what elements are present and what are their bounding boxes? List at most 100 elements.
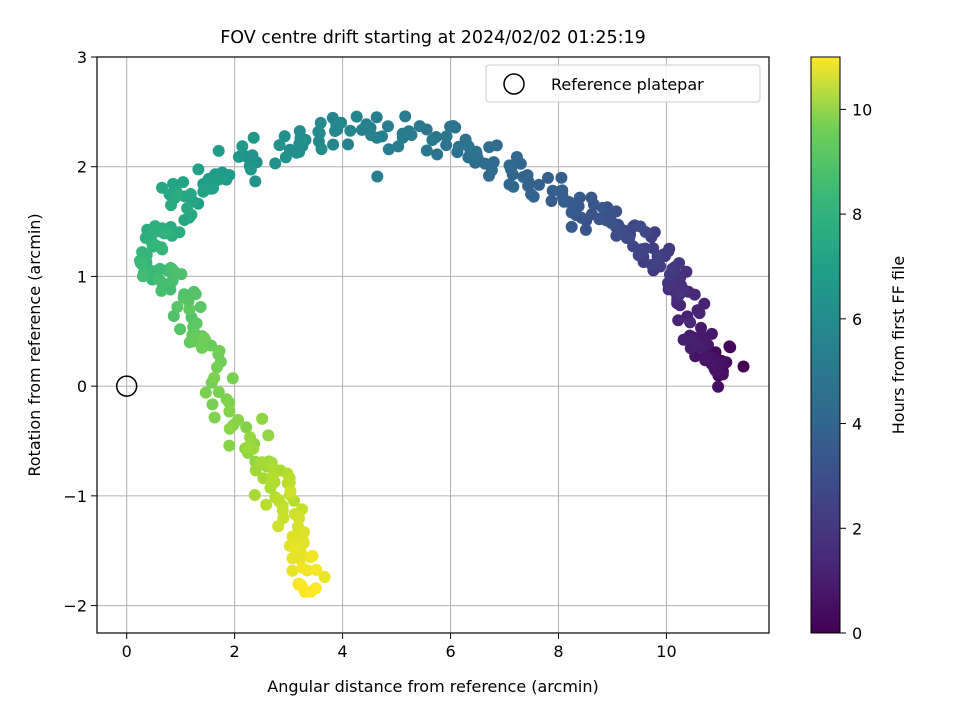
data-point: [174, 323, 187, 336]
data-point: [648, 226, 661, 239]
colorbar-tick-label: 6: [852, 310, 862, 329]
data-point: [688, 288, 701, 301]
x-axis-ticks: 0 2 4 6 8 10: [122, 633, 677, 661]
data-point: [283, 476, 296, 489]
data-point: [673, 288, 686, 301]
data-point: [430, 131, 443, 143]
data-point: [420, 144, 433, 157]
data-point: [413, 120, 426, 133]
colorbar-label: Hours from first FF file: [889, 256, 908, 435]
data-point: [705, 327, 718, 340]
data-point: [503, 159, 516, 172]
data-point: [684, 316, 697, 329]
chart-title: FOV centre drift starting at 2024/02/02 …: [220, 28, 646, 48]
data-point: [249, 175, 262, 188]
data-point: [485, 164, 498, 177]
data-point: [593, 213, 606, 226]
data-point: [134, 257, 147, 270]
data-point: [663, 242, 676, 255]
data-point: [232, 150, 245, 163]
data-point: [284, 485, 297, 498]
data-point: [184, 188, 197, 200]
data-point: [431, 148, 444, 161]
data-point: [527, 190, 540, 203]
data-point: [310, 563, 323, 576]
data-point: [542, 171, 554, 184]
data-point: [236, 140, 249, 153]
data-point: [213, 344, 226, 357]
legend: Reference platepar: [485, 64, 761, 103]
data-point: [212, 386, 225, 398]
data-point: [232, 414, 245, 426]
x-tick-label: 6: [445, 642, 455, 661]
data-point: [273, 139, 286, 152]
data-point: [681, 333, 694, 346]
data-point: [295, 579, 308, 592]
data-point: [208, 371, 221, 384]
data-point: [698, 297, 711, 310]
data-point: [199, 386, 212, 399]
data-point: [737, 360, 750, 373]
data-point: [392, 140, 405, 153]
data-point: [226, 372, 239, 385]
y-tick-label: 2: [77, 158, 87, 177]
data-point: [136, 270, 149, 283]
y-axis-label: Rotation from reference (arcmin): [25, 213, 44, 476]
data-point: [565, 206, 578, 219]
x-tick-label: 10: [656, 642, 676, 661]
data-point: [610, 229, 623, 242]
data-point: [165, 199, 177, 212]
data-point: [286, 530, 299, 543]
data-point: [596, 201, 609, 214]
data-point: [695, 321, 707, 334]
data-point: [314, 116, 327, 129]
data-point: [166, 275, 179, 288]
data-point: [244, 431, 256, 444]
data-point: [266, 471, 279, 484]
data-point: [194, 301, 207, 313]
data-point: [171, 189, 184, 202]
data-point: [313, 127, 326, 140]
data-point: [248, 489, 261, 501]
data-point: [223, 396, 236, 409]
data-point: [223, 422, 236, 435]
data-point: [306, 549, 319, 562]
data-point: [447, 120, 460, 132]
data-point: [645, 258, 658, 271]
x-tick-label: 0: [122, 642, 132, 661]
colorbar-tick-label: 10: [852, 100, 872, 119]
data-point: [298, 526, 310, 538]
data-point: [666, 262, 679, 275]
x-tick-label: 2: [230, 642, 240, 661]
data-point: [290, 146, 303, 159]
data-point: [370, 111, 383, 124]
data-point: [329, 125, 341, 137]
x-tick-label: 8: [553, 642, 563, 661]
data-point: [183, 303, 196, 316]
data-point: [262, 429, 275, 442]
data-point: [691, 339, 704, 352]
data-point: [723, 340, 736, 353]
data-point: [247, 131, 260, 144]
data-point: [315, 143, 328, 156]
data-point: [212, 144, 225, 157]
data-point: [507, 180, 520, 193]
y-tick-label: −2: [63, 597, 87, 616]
legend-entry-reference: Reference platepar: [551, 75, 704, 94]
data-point: [279, 151, 292, 164]
data-point: [206, 398, 219, 411]
data-point: [712, 380, 725, 393]
data-point: [208, 411, 221, 424]
data-point: [223, 439, 236, 452]
colorbar-tick-label: 4: [852, 415, 862, 434]
data-point: [272, 520, 285, 533]
data-point: [360, 118, 373, 131]
data-point: [198, 332, 211, 344]
y-tick-label: 0: [77, 377, 87, 396]
data-points: [134, 110, 750, 598]
data-point: [382, 120, 394, 133]
y-tick-label: 3: [77, 48, 87, 67]
data-point: [177, 176, 190, 189]
data-point: [693, 307, 706, 320]
data-point: [304, 585, 317, 598]
